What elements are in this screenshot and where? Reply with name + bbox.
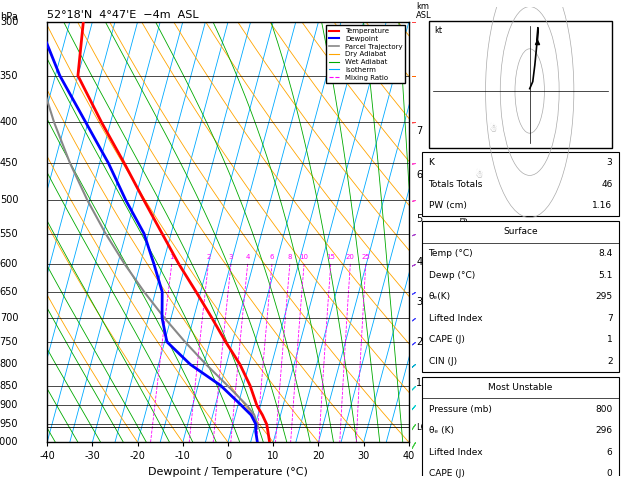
Text: 15: 15 [326, 254, 335, 260]
Text: 3: 3 [229, 254, 233, 260]
Text: CAPE (J): CAPE (J) [428, 469, 464, 478]
Text: CIN (J): CIN (J) [428, 357, 457, 366]
Text: PW (cm): PW (cm) [428, 201, 466, 210]
Text: 1: 1 [607, 335, 613, 344]
Text: 800: 800 [0, 359, 18, 369]
Text: 2: 2 [206, 254, 211, 260]
Text: hPa: hPa [1, 12, 18, 22]
Text: kt: kt [435, 26, 443, 35]
Text: Lifted Index: Lifted Index [428, 314, 482, 323]
Text: 4: 4 [416, 257, 422, 267]
Text: 5.1: 5.1 [598, 271, 613, 279]
Text: 295: 295 [596, 292, 613, 301]
Text: K: K [428, 158, 435, 167]
Text: 450: 450 [0, 158, 18, 169]
Text: 20: 20 [346, 254, 355, 260]
Text: 350: 350 [0, 70, 18, 81]
Text: Totals Totals: Totals Totals [428, 180, 483, 189]
Text: 500: 500 [0, 195, 18, 205]
Text: ☃: ☃ [474, 171, 483, 180]
Text: © weatheronline.co.uk: © weatheronline.co.uk [472, 463, 569, 471]
Text: θₑ (K): θₑ (K) [428, 426, 454, 435]
Text: 8.4: 8.4 [598, 249, 613, 258]
Text: 550: 550 [0, 228, 18, 239]
Text: 3: 3 [607, 158, 613, 167]
Text: 25: 25 [362, 254, 370, 260]
Text: 6: 6 [270, 254, 274, 260]
Text: θₑ(K): θₑ(K) [428, 292, 450, 301]
Text: Surface: Surface [503, 227, 538, 236]
Text: 800: 800 [595, 405, 613, 414]
Text: 7: 7 [607, 314, 613, 323]
Text: 52°18'N  4°47'E  −4m  ASL: 52°18'N 4°47'E −4m ASL [47, 10, 199, 20]
Text: 4: 4 [245, 254, 250, 260]
Text: km
ASL: km ASL [416, 2, 431, 20]
Text: 2: 2 [416, 337, 422, 347]
Text: LCL: LCL [416, 423, 431, 432]
Text: 1: 1 [416, 378, 422, 388]
Legend: Temperature, Dewpoint, Parcel Trajectory, Dry Adiabat, Wet Adiabat, Isotherm, Mi: Temperature, Dewpoint, Parcel Trajectory… [326, 25, 405, 83]
Text: 5: 5 [416, 214, 422, 224]
Text: 8: 8 [287, 254, 292, 260]
Text: Lifted Index: Lifted Index [428, 448, 482, 457]
Text: 7: 7 [416, 126, 422, 136]
Text: 850: 850 [0, 381, 18, 391]
Text: 6: 6 [607, 448, 613, 457]
Text: 10: 10 [299, 254, 309, 260]
Text: CAPE (J): CAPE (J) [428, 335, 464, 344]
Text: Pressure (mb): Pressure (mb) [428, 405, 491, 414]
Text: 900: 900 [0, 400, 18, 411]
Text: ☃: ☃ [489, 123, 498, 134]
Text: 0: 0 [607, 469, 613, 478]
Text: 300: 300 [0, 17, 18, 27]
Text: 46: 46 [601, 180, 613, 189]
Text: 3: 3 [416, 297, 422, 308]
Text: 1: 1 [169, 254, 174, 260]
Text: Most Unstable: Most Unstable [488, 383, 553, 392]
Text: 6: 6 [416, 170, 422, 180]
X-axis label: Dewpoint / Temperature (°C): Dewpoint / Temperature (°C) [148, 467, 308, 477]
Text: 296: 296 [596, 426, 613, 435]
Text: 1.16: 1.16 [593, 201, 613, 210]
Text: Mixing Ratio (g/kg): Mixing Ratio (g/kg) [459, 213, 467, 293]
Text: Temp (°C): Temp (°C) [428, 249, 473, 258]
Text: 600: 600 [0, 259, 18, 269]
Text: 750: 750 [0, 337, 18, 347]
Text: Dewp (°C): Dewp (°C) [428, 271, 475, 279]
Text: 2: 2 [607, 357, 613, 366]
Text: 650: 650 [0, 287, 18, 297]
Text: 1000: 1000 [0, 437, 18, 447]
Text: 700: 700 [0, 312, 18, 323]
Text: 950: 950 [0, 419, 18, 429]
Text: 400: 400 [0, 117, 18, 127]
